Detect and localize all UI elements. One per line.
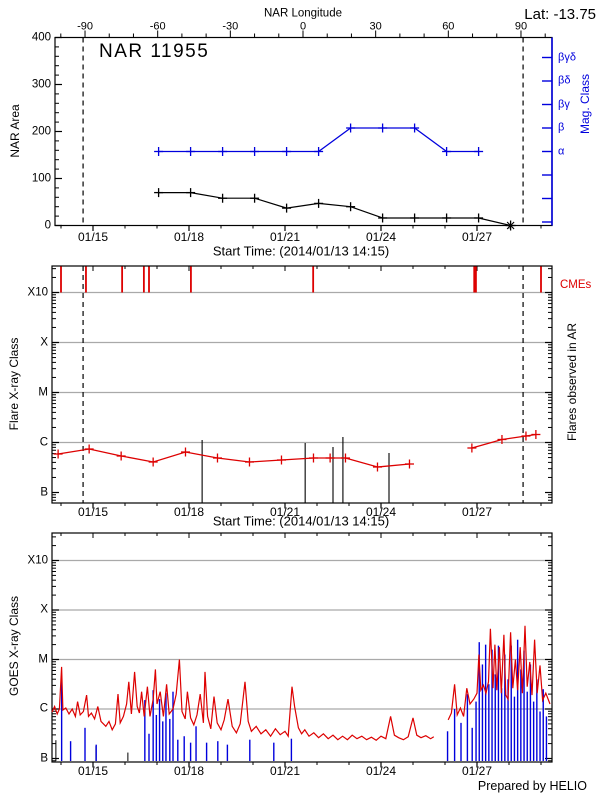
helio-active-region-summary: Lat: -13.75 NAR Longitude NAR 11955 NAR …: [7, 7, 596, 793]
three-panel-plot-canvas: [51, 30, 553, 768]
